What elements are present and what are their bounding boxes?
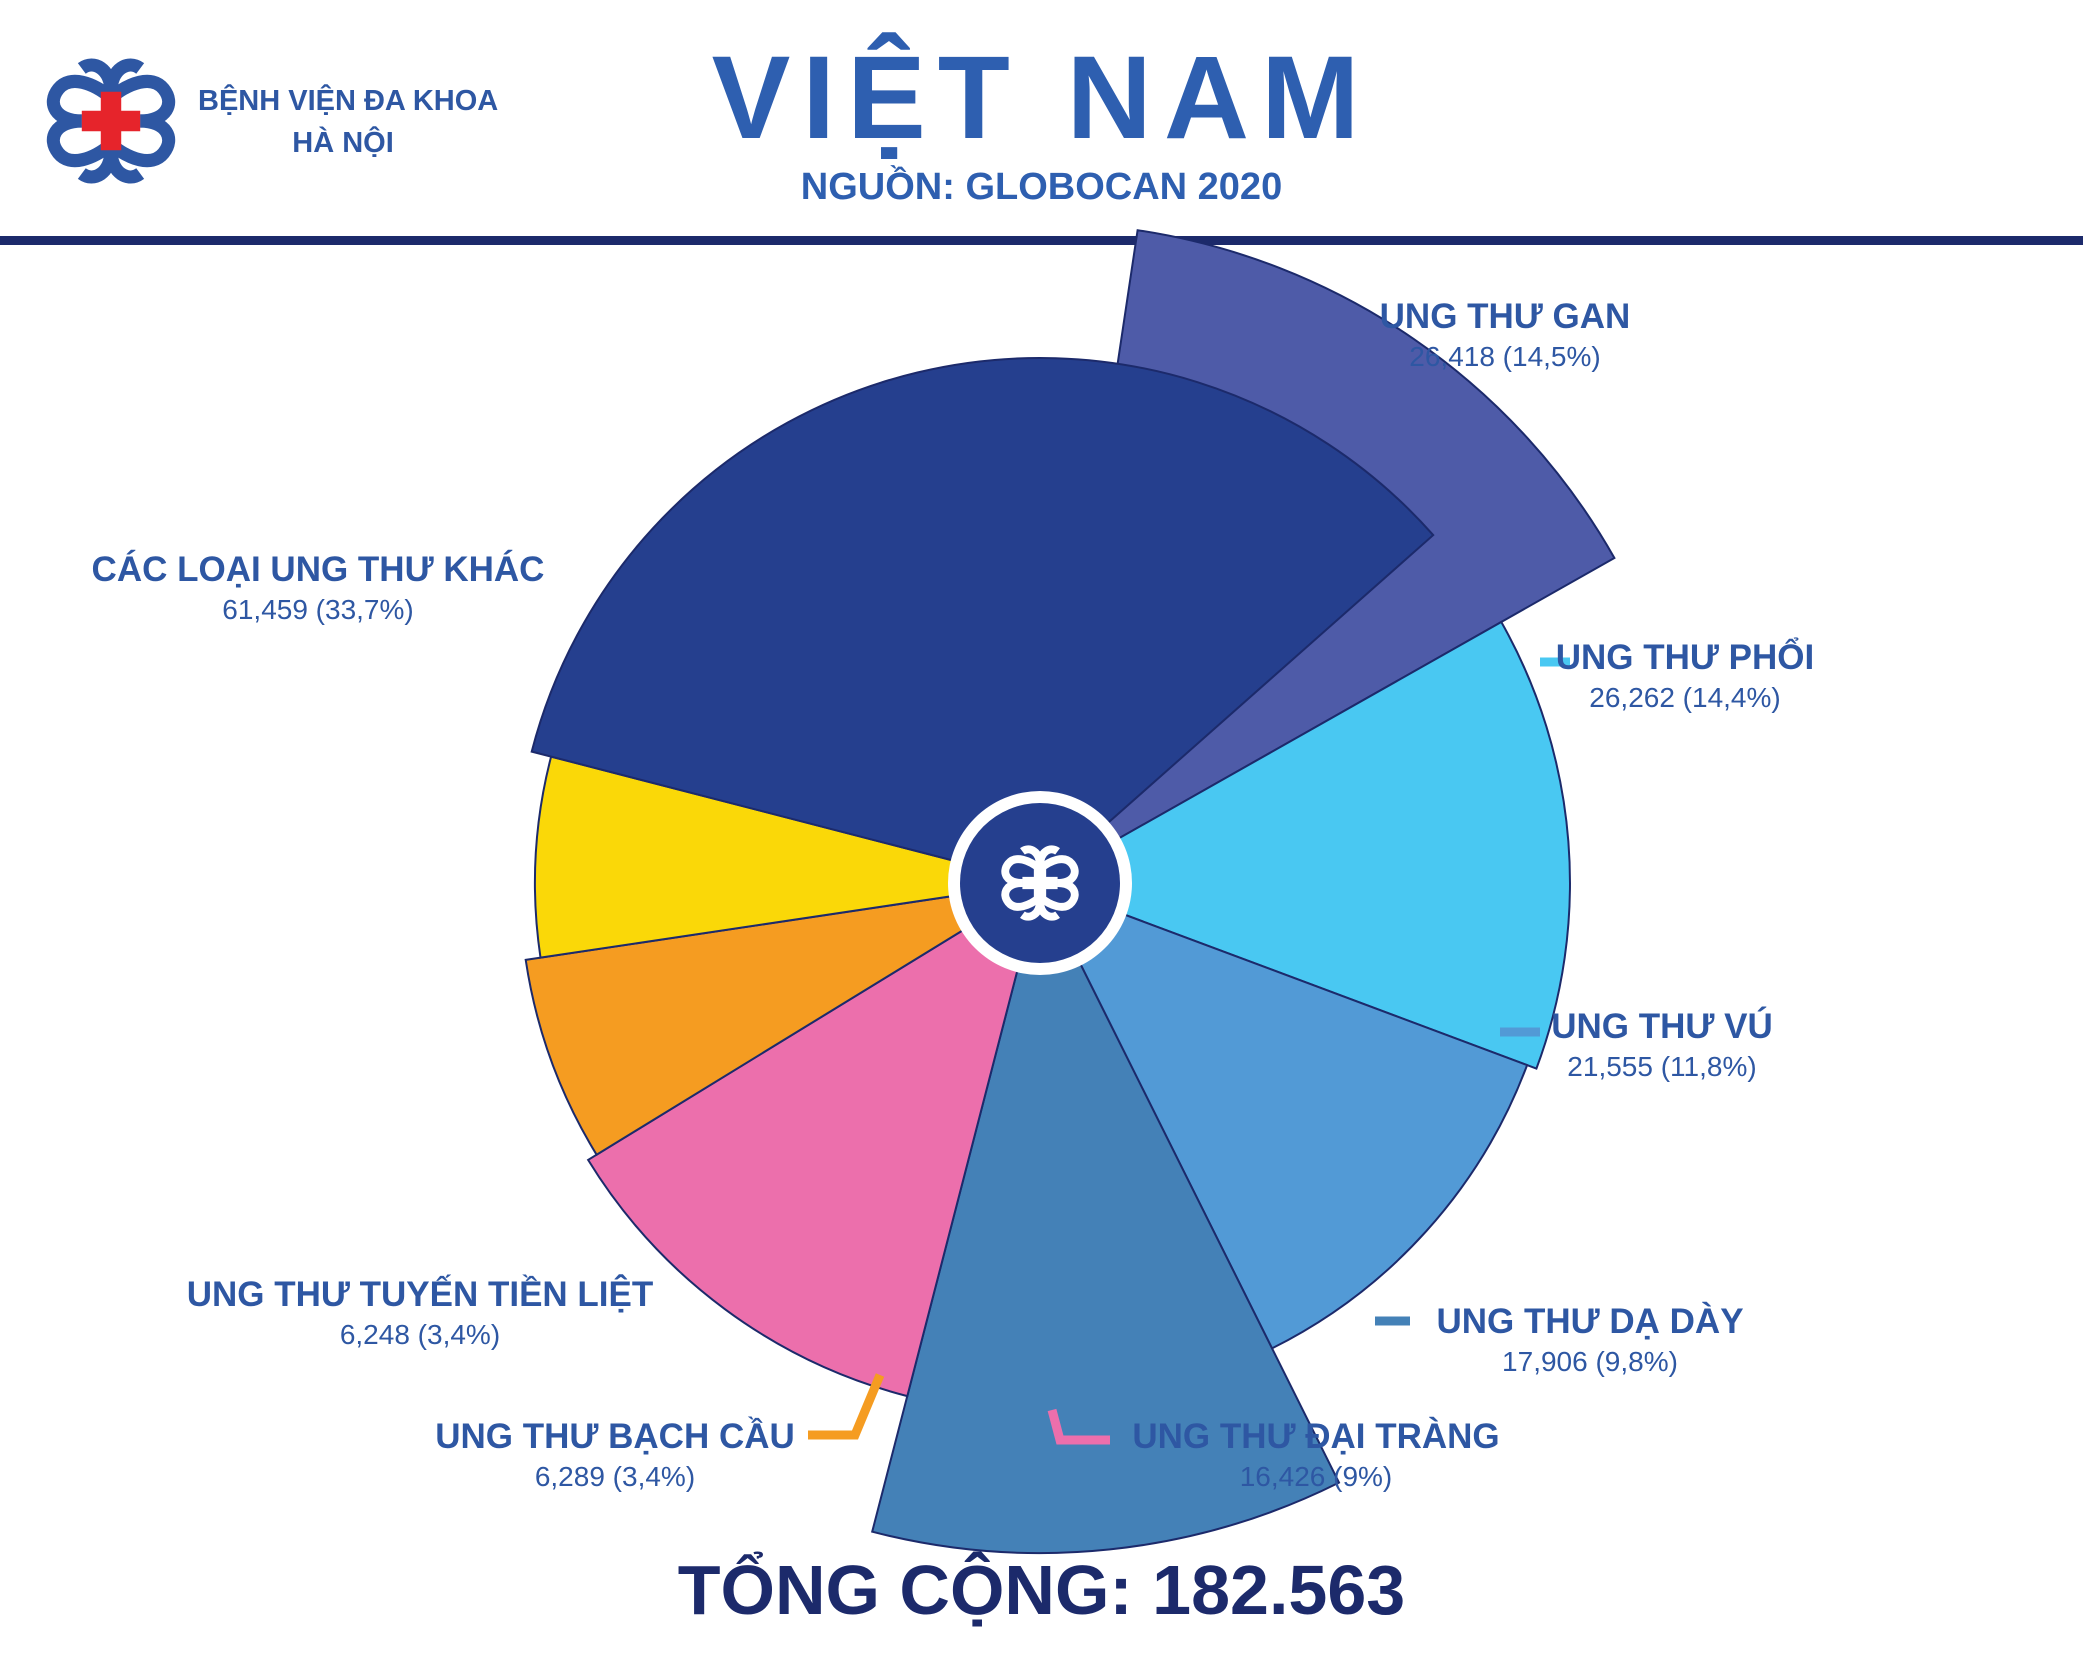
slice-value: 16,426 (9%) [1239,1461,1393,1492]
slice-name: UNG THƯ GAN [1379,297,1631,336]
center-logo-icon [1001,845,1079,921]
slice-label: UNG THƯ PHỔI 26,262 (14,4%) [1385,636,1985,716]
slice-value: 26,262 (14,4%) [1589,682,1781,713]
slice-label: UNG THƯ BẠCH CẦU 6,289 (3,4%) [315,1415,915,1495]
pie-slice [586,880,1042,1398]
slice-value: 17,906 (9,8%) [1502,1346,1678,1377]
slice-name: UNG THƯ VÚ [1551,1007,1773,1046]
slice-label: UNG THƯ TUYẾN TIỀN LIỆT 6,248 (3,4%) [120,1273,720,1353]
header-divider [0,236,2083,245]
total-label: TỔNG CỘNG: 182.563 [677,1551,1406,1629]
leader-line [1047,1408,1110,1445]
slice-name: CÁC LOẠI UNG THƯ KHÁC [91,550,545,589]
pie-slice [1037,620,1571,1070]
hospital-name: BỆNH VIỆN ĐA KHOA HÀ NỘI [198,80,499,164]
hospital-logo-icon [46,58,176,184]
source-caption: NGUỒN: GLOBOCAN 2020 [800,166,1283,208]
leader-line [808,1373,885,1440]
pie-slice [1037,881,1529,1350]
hospital-name-line1: BỆNH VIỆN ĐA KHOA [198,85,499,117]
hospital-name-line2: HÀ NỘI [292,127,394,159]
slice-value: 21,555 (11,8%) [1567,1051,1757,1082]
slice-label: UNG THƯ GAN 26,418 (14,5%) [1205,295,1805,375]
pie-slice [530,357,1435,885]
slice-name: UNG THƯ PHỔI [1555,638,1815,677]
slice-label: UNG THƯ DẠ DÀY 17,906 (9,8%) [1290,1300,1890,1380]
slice-name: UNG THƯ TUYẾN TIỀN LIỆT [186,1275,654,1314]
slice-label: CÁC LOẠI UNG THƯ KHÁC 61,459 (33,7%) [18,548,618,628]
slice-name: UNG THƯ ĐẠI TRÀNG [1132,1417,1500,1456]
slice-value: 61,459 (33,7%) [222,594,414,625]
pie-slice [533,755,1041,959]
slice-value: 6,289 (3,4%) [534,1461,696,1492]
page-title: VIỆT NAM [711,32,1372,164]
slice-value: 26,418 (14,5%) [1409,341,1601,372]
slice-label: UNG THƯ ĐẠI TRÀNG 16,426 (9%) [1016,1415,1616,1495]
slice-name: UNG THƯ DẠ DÀY [1436,1302,1744,1341]
slice-value: 6,248 (3,4%) [339,1319,501,1350]
pie-slice [524,882,1041,1157]
pie-slice [870,880,1341,1555]
slice-label: UNG THƯ VÚ 21,555 (11,8%) [1362,1005,1962,1085]
slice-name: UNG THƯ BẠCH CẦU [435,1417,795,1456]
